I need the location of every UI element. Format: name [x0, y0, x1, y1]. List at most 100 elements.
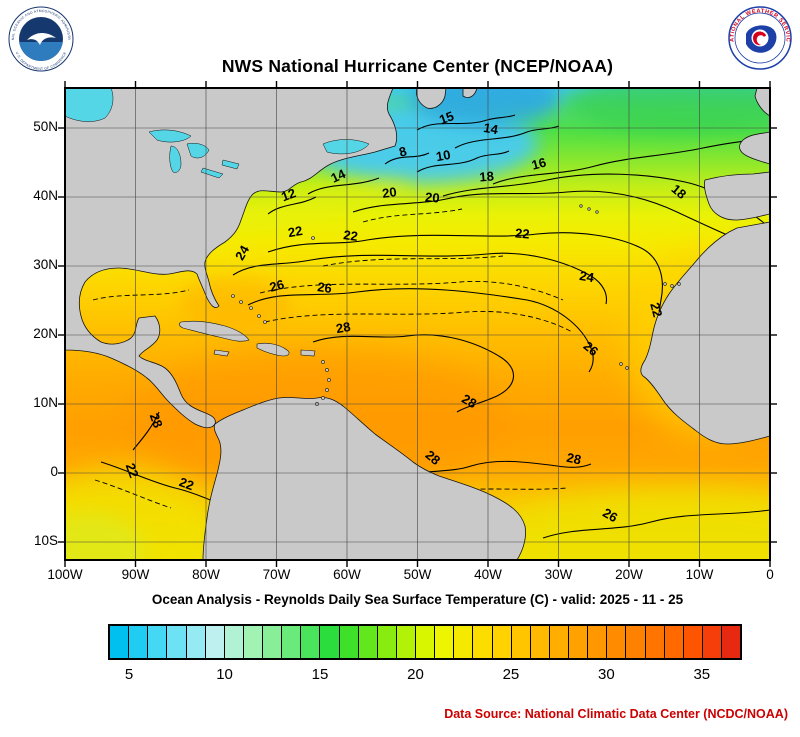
lat-axis-label: 40N — [33, 188, 58, 203]
canary-islands — [663, 282, 681, 288]
graticule — [65, 88, 770, 560]
lat-axis-label: 10N — [33, 395, 58, 410]
colorbar-cell — [530, 626, 550, 658]
colorbar-cell — [167, 626, 187, 658]
contour-label: 22 — [123, 461, 142, 480]
lon-axis-label: 10W — [685, 567, 714, 582]
colorbar-cell — [607, 626, 627, 658]
iberia-landmass — [703, 171, 770, 221]
colorbar-tick-label: 35 — [693, 666, 711, 683]
lon-axis-label: 50W — [403, 567, 432, 582]
lat-axis-label: 50N — [33, 119, 58, 134]
lon-axis-label: 0 — [766, 567, 774, 582]
puerto-rico-island — [300, 349, 316, 357]
jamaica-island — [213, 349, 230, 357]
colorbar-tick-label: 10 — [216, 666, 233, 683]
colorbar-cell — [186, 626, 206, 658]
contour-label: 22 — [515, 225, 531, 241]
colorbar-cell — [435, 626, 455, 658]
lon-axis-label: 100W — [47, 567, 83, 582]
lon-axis-label: 30W — [544, 567, 573, 582]
page-title: NWS National Hurricane Center (NCEP/NOAA… — [221, 56, 614, 76]
contour-label: 15 — [437, 108, 456, 127]
lat-axis-label: 30N — [33, 257, 58, 272]
gulf-of-st-lawrence — [322, 139, 370, 155]
contour-label: 10 — [435, 147, 452, 164]
cuba-island — [178, 320, 250, 342]
colorbar-cell — [320, 626, 340, 658]
colorbar-cell — [626, 626, 646, 658]
colorbar-cell — [243, 626, 263, 658]
colorbar-cell — [377, 626, 397, 658]
noaa-seagull-icon — [27, 32, 56, 45]
lat-axis-label: 10S — [33, 533, 58, 548]
cape-verde-islands — [619, 362, 629, 370]
contour-label: 26 — [316, 279, 332, 296]
colorbar-cell — [282, 626, 302, 658]
colorbar-cell — [129, 626, 149, 658]
colorbar-cell — [569, 626, 589, 658]
colorbar-cell — [224, 626, 244, 658]
contour-label: 18 — [479, 168, 495, 184]
data-source: Data Source: National Climatic Data Cent… — [444, 707, 788, 721]
colorbar-cell — [549, 626, 569, 658]
contour-label: 28 — [335, 319, 352, 336]
contour-label: 22 — [647, 301, 665, 319]
contour-label: 26 — [600, 505, 620, 525]
africa-landmass — [640, 221, 770, 445]
colorbar-cell — [396, 626, 416, 658]
colorbar-cell — [454, 626, 474, 658]
lon-axis-label: 80W — [192, 567, 220, 582]
contour-label: 16 — [530, 155, 548, 173]
contour-label: 22 — [177, 474, 196, 493]
north-america-landmass — [65, 88, 397, 429]
colorbar-tick-label: 20 — [407, 666, 424, 683]
contour-label: 14 — [328, 166, 348, 186]
contour-label: 26 — [268, 277, 286, 295]
contour-label: 22 — [342, 227, 358, 244]
hispaniola-island — [256, 342, 290, 357]
contour-label: 28 — [565, 450, 582, 468]
colorbar-tick-label: 15 — [311, 666, 329, 683]
contour-label: 8 — [397, 143, 408, 159]
colorbar-cell — [110, 626, 130, 658]
azores-islands — [579, 204, 599, 214]
colorbar — [108, 624, 742, 660]
france-landmass — [739, 131, 770, 165]
colorbar-cell — [263, 626, 283, 658]
axis-ticks — [58, 81, 777, 567]
colorbar-tick-label: 5 — [124, 666, 134, 683]
south-america-landmass — [202, 397, 526, 560]
contour-label: 20 — [425, 189, 441, 205]
lon-axis-label: 60W — [333, 567, 361, 582]
contour-label: 22 — [287, 223, 304, 240]
colorbar-cell — [683, 626, 703, 658]
colorbar-cell — [588, 626, 608, 658]
contour-label: 24 — [578, 268, 596, 285]
contour-label: 14 — [482, 120, 500, 137]
colorbar-tick-label: 30 — [598, 666, 615, 683]
colorbar-cell — [205, 626, 225, 658]
colorbar-cell — [416, 626, 436, 658]
contour-label: 28 — [147, 411, 166, 430]
great-lakes — [148, 129, 240, 179]
hudson-bay — [65, 88, 114, 122]
lon-axis-label: 40W — [474, 567, 502, 582]
lat-axis-label: 20N — [33, 326, 58, 341]
colorbar-cell — [301, 626, 321, 658]
contour-label: 12 — [279, 185, 298, 204]
map-caption: Ocean Analysis - Reynolds Daily Sea Surf… — [151, 592, 684, 607]
colorbar-cell — [492, 626, 512, 658]
contour-label: 28 — [459, 391, 479, 411]
colorbar-cell — [702, 626, 722, 658]
colorbar-cell — [664, 626, 684, 658]
landmasses — [65, 88, 770, 560]
lon-axis-label: 90W — [121, 567, 150, 582]
colorbar-cell — [645, 626, 665, 658]
lon-axis-label: 20W — [615, 567, 643, 582]
nws-logo: NATIONAL WEATHER SERVICE — [728, 6, 792, 70]
bahamas-islands — [231, 294, 267, 324]
